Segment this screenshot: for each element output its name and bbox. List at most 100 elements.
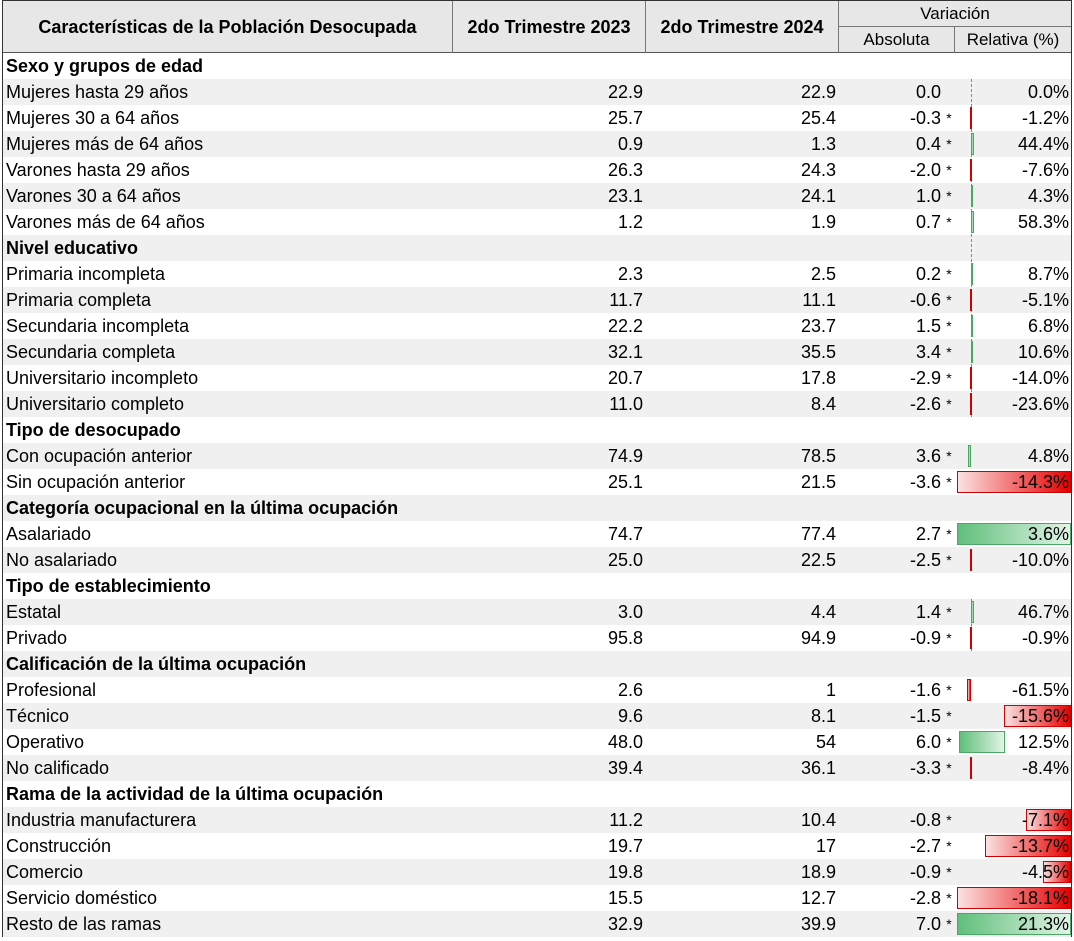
row-label: Privado — [6, 628, 68, 648]
row-label: Técnico — [6, 706, 70, 726]
section-title: Rama de la actividad de la última ocupac… — [6, 784, 384, 804]
relative-variation-bar — [984, 835, 1071, 857]
significance-mark: * — [946, 708, 952, 724]
absolute-variation: -3.6 — [909, 472, 941, 492]
relative-variation: -13.7% — [1011, 836, 1069, 856]
value-2023: 22.9 — [607, 82, 643, 102]
value-2024: 11.1 — [802, 290, 836, 310]
row-label: Sin ocupación anterior — [6, 472, 186, 492]
table-row: Mujeres más de 64 años 0.9 1.3 0.4 * 44.4% — [3, 131, 1071, 157]
table-row: Universitario incompleto 20.7 17.8 -2.9 * -14… — [3, 365, 1071, 391]
value-2023: 25.7 — [607, 108, 643, 128]
table-row: Profesional 2.6 1 -1.6 * -61.5% — [3, 677, 1071, 703]
section-row: Tipo de desocupado — [3, 417, 1071, 443]
absolute-variation: 3.6 — [915, 446, 941, 466]
value-2023: 74.9 — [607, 446, 643, 466]
absolute-variation: 6.0 — [915, 732, 941, 752]
significance-mark: * — [946, 552, 952, 568]
significance-mark: * — [946, 864, 952, 880]
table-row: Varones 30 a 64 años 23.1 24.1 1.0 * 4.3% — [3, 183, 1071, 209]
table-row: Sin ocupación anterior 25.1 21.5 -3.6 * -14.3… — [3, 469, 1071, 495]
significance-mark: * — [946, 734, 952, 750]
table-row: Universitario completo 11.0 8.4 -2.6 * -23.6% — [3, 391, 1071, 417]
section-row: Sexo y grupos de edad — [3, 53, 1071, 79]
value-2024: 1.9 — [810, 212, 836, 232]
value-2024: 17 — [815, 836, 836, 856]
absolute-variation: -2.8 — [909, 888, 941, 908]
row-label: No asalariado — [6, 550, 118, 570]
section-title: Calificación de la última ocupación — [6, 654, 307, 674]
header-absolute: Absoluta — [839, 27, 955, 53]
relative-variation-bar — [957, 471, 1071, 493]
table-row: Operativo 48.0 54 6.0 * 12.5% — [3, 729, 1071, 755]
relative-variation: -14.0% — [1011, 368, 1069, 388]
value-2023: 39.4 — [607, 758, 643, 778]
absolute-variation: 0.0 — [915, 82, 941, 102]
absolute-variation: -0.9 — [909, 862, 941, 882]
relative-variation: 12.5% — [1017, 732, 1069, 752]
significance-mark: * — [946, 682, 952, 698]
relative-variation-bar — [971, 185, 973, 207]
row-label: Operativo — [6, 732, 85, 752]
relative-variation-bar — [970, 549, 972, 571]
relative-variation-bar — [970, 627, 972, 649]
absolute-variation: 0.4 — [915, 134, 941, 154]
value-2023: 2.6 — [617, 680, 643, 700]
value-2024: 94.9 — [800, 628, 836, 648]
value-2024: 10.4 — [800, 810, 836, 830]
relative-variation: 44.4% — [1017, 134, 1069, 154]
relative-variation-bar — [970, 159, 972, 181]
value-2024: 36.1 — [800, 758, 836, 778]
value-2024: 1.3 — [810, 134, 836, 154]
value-2024: 18.9 — [800, 862, 836, 882]
relative-variation-bar — [971, 263, 973, 285]
relative-variation-bar — [969, 393, 972, 415]
table-row: Varones más de 64 años 1.2 1.9 0.7 * 58.3% — [3, 209, 1071, 235]
value-2023: 26.3 — [607, 160, 643, 180]
table-row: Servicio doméstico 15.5 12.7 -2.8 * -18.1% — [3, 885, 1071, 911]
value-2024: 39.9 — [800, 914, 836, 934]
table-row: Varones hasta 29 años 26.3 24.3 -2.0 * -7.6% — [3, 157, 1071, 183]
value-2023: 11.0 — [609, 394, 643, 414]
section-title: Tipo de establecimiento — [6, 576, 211, 596]
section-title: Categoría ocupacional en la última ocupa… — [6, 498, 399, 518]
value-2023: 25.1 — [607, 472, 643, 492]
value-2023: 11.7 — [609, 290, 643, 310]
absolute-variation: 2.7 — [915, 524, 941, 544]
table-row: Mujeres 30 a 64 años 25.7 25.4 -0.3 * -1.2% — [3, 105, 1071, 131]
absolute-variation: 0.7 — [915, 212, 941, 232]
table-row: Secundaria completa 32.1 35.5 3.4 * 10.6% — [3, 339, 1071, 365]
absolute-variation: -1.5 — [909, 706, 941, 726]
header-q2-2023: 2do Trimestre 2023 — [453, 1, 646, 53]
relative-variation-bar — [971, 211, 975, 233]
table-row: Secundaria incompleta 22.2 23.7 1.5 * 6.8% — [3, 313, 1071, 339]
relative-variation: 4.8% — [1027, 446, 1069, 466]
row-label: Varones 30 a 64 años — [6, 186, 181, 206]
row-label: Primaria completa — [6, 290, 152, 310]
significance-mark: * — [946, 292, 952, 308]
table-row: Primaria incompleta 2.3 2.5 0.2 * 8.7% — [3, 261, 1071, 287]
significance-mark: * — [946, 396, 952, 412]
row-label: Primaria incompleta — [6, 264, 166, 284]
row-label: Asalariado — [6, 524, 92, 544]
relative-variation: -1.2% — [1021, 108, 1069, 128]
relative-variation: -23.6% — [1011, 394, 1069, 414]
relative-variation: -7.6% — [1021, 160, 1069, 180]
significance-mark: * — [946, 916, 952, 932]
relative-variation-bar — [970, 107, 972, 129]
relative-variation-bar — [971, 601, 974, 623]
relative-variation: 58.3% — [1017, 212, 1069, 232]
relative-variation: -5.1% — [1021, 290, 1069, 310]
absolute-variation: -2.6 — [909, 394, 941, 414]
value-2023: 48.0 — [607, 732, 643, 752]
row-label: Servicio doméstico — [6, 888, 158, 908]
table-row: Primaria completa 11.7 11.1 -0.6 * -5.1% — [3, 287, 1071, 313]
relative-variation: -0.9% — [1021, 628, 1069, 648]
absolute-variation: 0.2 — [915, 264, 941, 284]
table-row: Industria manufacturera 11.2 10.4 -0.8 * -7.1… — [3, 807, 1071, 833]
table-row: Mujeres hasta 29 años 22.9 22.9 0.0 0.0% — [3, 79, 1071, 105]
significance-mark: * — [946, 630, 952, 646]
section-row: Nivel educativo — [3, 235, 1071, 261]
row-label: Universitario incompleto — [6, 368, 199, 388]
